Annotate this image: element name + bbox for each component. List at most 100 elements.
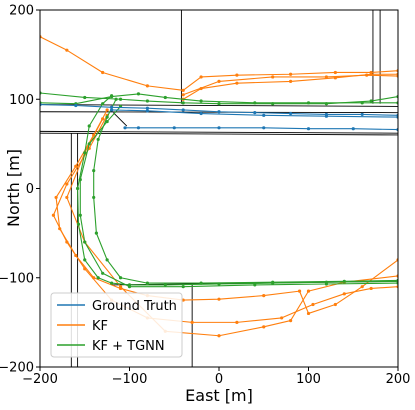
data-point-kf-tgnn xyxy=(217,102,221,106)
data-point-kf-tgnn xyxy=(78,177,82,182)
legend: Ground Truth KF KF + TGNN xyxy=(50,292,183,358)
series-line-ground-truth xyxy=(111,109,398,118)
data-point-kf xyxy=(289,79,293,83)
data-point-kf xyxy=(297,289,302,293)
series-layer xyxy=(40,35,398,338)
data-point-ground-truth xyxy=(172,126,176,130)
data-point-kf-tgnn xyxy=(114,97,118,101)
data-point-kf xyxy=(262,294,266,298)
data-point-kf-tgnn xyxy=(75,186,80,191)
data-point-ground-truth xyxy=(110,108,114,112)
data-point-kf-tgnn xyxy=(83,95,87,100)
data-point-kf xyxy=(333,70,337,75)
data-point-ground-truth xyxy=(145,106,149,110)
data-point-kf-tgnn xyxy=(105,119,109,124)
data-point-kf xyxy=(74,164,78,168)
data-point-ground-truth xyxy=(306,127,311,131)
series-line-kf-tgnn xyxy=(79,106,398,288)
series-line-kf-tgnn xyxy=(40,93,398,105)
data-point-kf xyxy=(235,73,239,77)
data-point-kf xyxy=(311,302,315,307)
data-point-kf xyxy=(101,117,105,121)
data-point-ground-truth xyxy=(181,108,185,112)
data-point-kf-tgnn xyxy=(78,213,82,217)
data-point-kf-tgnn xyxy=(96,276,100,280)
series-line-kf xyxy=(183,74,398,96)
legend-frame xyxy=(50,292,183,358)
data-point-kf xyxy=(289,72,293,76)
legend-label-kf: KF xyxy=(92,319,108,334)
data-point-kf-tgnn xyxy=(199,281,203,285)
data-point-kf xyxy=(217,334,221,338)
data-point-ground-truth xyxy=(351,127,355,131)
data-point-kf-tgnn xyxy=(145,281,149,285)
data-point-kf xyxy=(65,48,69,52)
data-point-kf-tgnn xyxy=(96,137,100,142)
data-point-kf xyxy=(181,88,185,92)
data-point-kf-tgnn xyxy=(94,231,98,235)
data-point-ground-truth xyxy=(289,111,293,116)
y-tick-label: 100 xyxy=(9,93,34,108)
y-tick-label: 200 xyxy=(9,4,34,19)
data-point-kf-tgnn xyxy=(360,101,364,105)
data-point-kf xyxy=(83,267,87,271)
data-point-kf xyxy=(65,240,69,244)
data-point-kf-tgnn xyxy=(253,283,257,287)
y-tick-label: −100 xyxy=(0,271,34,286)
data-point-ground-truth xyxy=(123,126,127,130)
plot-area xyxy=(40,10,398,367)
data-point-ground-truth xyxy=(262,113,266,117)
legend-label-ground-truth: Ground Truth xyxy=(92,299,177,314)
data-point-kf-tgnn xyxy=(342,279,346,283)
data-point-kf xyxy=(217,79,221,83)
data-point-kf-tgnn xyxy=(145,99,149,103)
series-line-ground-truth xyxy=(125,127,398,131)
data-point-kf xyxy=(365,73,369,77)
y-tick-label: −200 xyxy=(0,361,34,376)
data-point-kf xyxy=(324,75,328,79)
data-point-ground-truth xyxy=(217,110,221,114)
data-point-kf-tgnn xyxy=(163,95,167,100)
data-point-ground-truth xyxy=(199,111,203,116)
data-point-kf-tgnn xyxy=(181,101,185,105)
data-point-kf-tgnn xyxy=(92,195,96,200)
data-point-kf-tgnn xyxy=(110,94,114,98)
data-point-kf xyxy=(181,93,185,97)
y-axis-title: North [m] xyxy=(4,149,23,227)
data-point-kf xyxy=(54,195,58,200)
data-point-kf-tgnn xyxy=(271,280,275,284)
x-tick-label: −100 xyxy=(112,372,148,387)
data-point-kf xyxy=(65,195,69,200)
data-point-kf-tgnn xyxy=(324,282,328,286)
data-point-kf xyxy=(217,297,221,301)
data-point-kf xyxy=(333,302,337,307)
data-point-kf-tgnn xyxy=(110,281,114,285)
data-point-kf xyxy=(306,289,311,293)
data-point-ground-truth xyxy=(217,126,221,130)
data-point-ground-truth xyxy=(253,111,257,115)
data-point-kf-tgnn xyxy=(87,124,91,128)
data-point-kf-tgnn xyxy=(83,240,87,244)
data-point-kf-tgnn xyxy=(83,151,87,155)
data-point-ground-truth xyxy=(360,112,364,117)
data-point-kf-tgnn xyxy=(369,99,373,103)
data-point-ground-truth xyxy=(262,126,266,130)
data-point-kf xyxy=(199,75,203,79)
data-point-ground-truth xyxy=(74,103,78,108)
data-point-kf-tgnn xyxy=(101,102,105,106)
road-segment xyxy=(40,104,398,107)
x-axis-title: East [m] xyxy=(185,386,253,405)
data-point-kf-tgnn xyxy=(105,115,109,119)
data-point-kf xyxy=(235,81,239,85)
x-tick-label: −200 xyxy=(22,372,58,387)
y-tick-label: 0 xyxy=(26,182,34,197)
data-point-kf-tgnn xyxy=(105,258,109,262)
data-point-kf xyxy=(190,320,194,324)
data-point-kf xyxy=(51,213,56,217)
data-point-kf xyxy=(262,325,266,329)
data-point-kf-tgnn xyxy=(136,92,141,96)
data-point-kf xyxy=(360,285,364,289)
data-point-kf xyxy=(289,318,293,323)
data-point-kf-tgnn xyxy=(306,101,311,105)
